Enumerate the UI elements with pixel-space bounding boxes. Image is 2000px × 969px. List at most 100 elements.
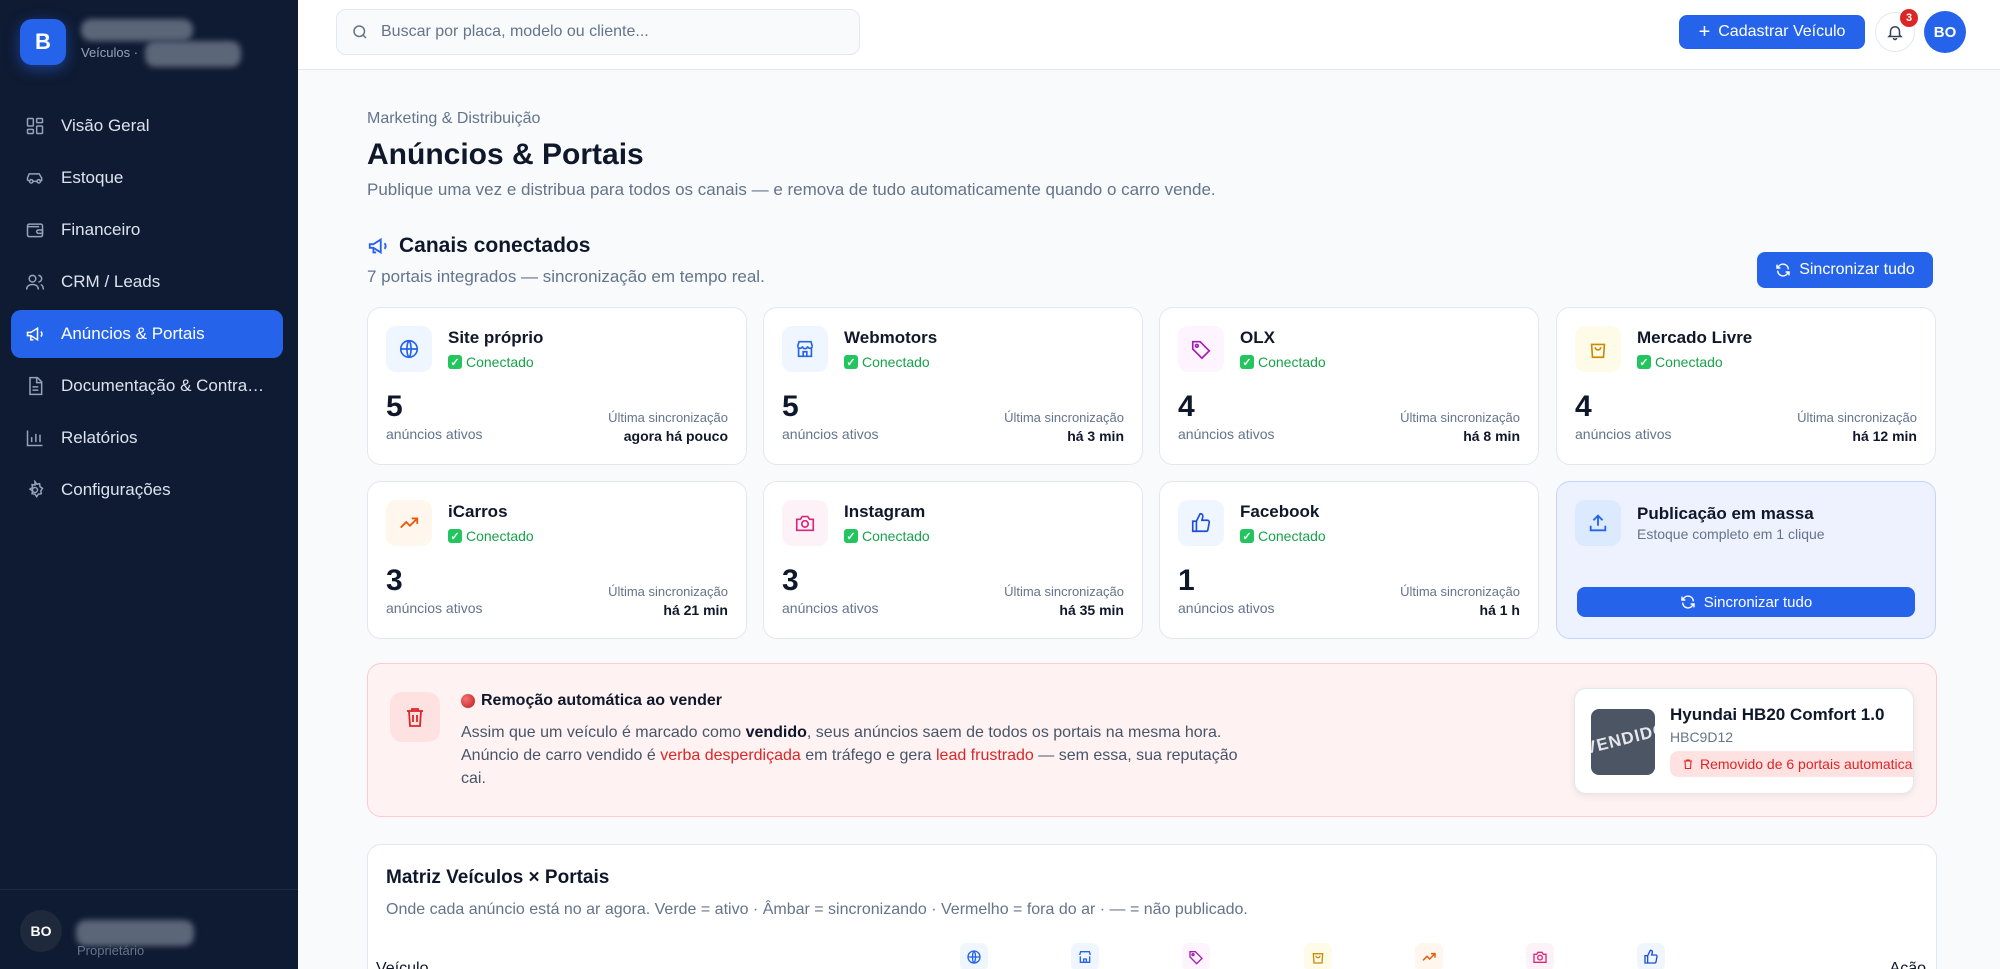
channel-card-icarros[interactable]: iCarros ✓ Conectado 3 anúncios ativos Últ… <box>367 481 747 639</box>
refresh-icon <box>1681 595 1695 609</box>
trash-icon <box>407 708 423 727</box>
brand-logo: B <box>20 19 66 65</box>
sold-vehicle-name: Hyundai HB20 Comfort 1.0 <box>1670 705 1885 724</box>
status-label: Conectado <box>1258 528 1326 544</box>
sidebar-item-financeiro[interactable]: Financeiro <box>11 206 283 254</box>
upload-icon-box <box>1575 500 1621 546</box>
trending-up-icon <box>400 517 419 529</box>
store-icon <box>796 340 814 358</box>
document-icon <box>29 376 43 396</box>
megaphone-icon <box>26 326 43 342</box>
auto-removal-panel: Remoção automática ao vender Assim que u… <box>367 663 1937 817</box>
grid-icon <box>26 117 44 135</box>
sidebar-item-visao-geral[interactable]: Visão Geral <box>11 102 283 150</box>
channel-card-facebook[interactable]: Facebook ✓ Conectado 1 anúncios ativos Úl… <box>1159 481 1539 639</box>
thumbs-up-icon <box>1191 513 1211 533</box>
sidebar-item-relatorios[interactable]: Relatórios <box>11 414 283 462</box>
search-box[interactable] <box>336 9 860 55</box>
channel-card-instagram[interactable]: Instagram ✓ Conectado 3 anúncios ativos Ú… <box>763 481 1143 639</box>
camera-icon <box>1533 951 1547 963</box>
register-vehicle-button[interactable]: + Cadastrar Veículo <box>1679 15 1865 49</box>
sidebar-item-crm-leads[interactable]: CRM / Leads <box>11 258 283 306</box>
active-ads-count: 3 <box>386 564 403 597</box>
sidebar-item-anuncios-portais[interactable]: Anúncios & Portais <box>11 310 283 358</box>
mass-publish-subtitle: Estoque completo em 1 clique <box>1637 526 1825 542</box>
tag-icon <box>1191 340 1211 360</box>
sidebar-item-label: Financeiro <box>61 220 141 239</box>
bar-chart-icon <box>26 430 43 447</box>
column-header-mercado-livre <box>1304 943 1332 969</box>
check-icon: ✓ <box>1637 355 1651 369</box>
status-label: Conectado <box>466 528 534 544</box>
channel-card-site-proprio[interactable]: Site próprio ✓ Conectado 5 anúncios ativo… <box>367 307 747 465</box>
refresh-icon <box>1776 263 1790 277</box>
channel-icon-box <box>1575 326 1621 372</box>
sidebar-user[interactable]: BO Proprietário <box>0 889 298 969</box>
upload-icon <box>1589 514 1607 532</box>
plus-icon: + <box>1698 21 1711 43</box>
text-emphasis: vendido <box>745 724 807 741</box>
channel-card-webmotors[interactable]: Webmotors ✓ Conectado 5 anúncios ativos Ú… <box>763 307 1143 465</box>
channel-icon-box <box>386 500 432 546</box>
active-ads-count: 4 <box>1178 390 1195 423</box>
channel-card-olx[interactable]: OLX ✓ Conectado 4 anúncios ativos Última … <box>1159 307 1539 465</box>
sync-all-button[interactable]: Sincronizar tudo <box>1757 252 1933 288</box>
text-segment: , seus anúncios saem de todos os portais… <box>806 724 1222 741</box>
active-ads-label: anúncios ativos <box>782 600 879 616</box>
user-role: Proprietário <box>77 943 145 958</box>
channel-icon-box <box>1178 500 1224 546</box>
sidebar-item-documentacao[interactable]: Documentação & Contratos <box>11 362 283 410</box>
brand[interactable]: B Veículos · <box>20 19 251 67</box>
brand-subtitle: Veículos · <box>81 45 139 60</box>
text-highlight: lead frustrado <box>935 747 1034 764</box>
channels-subtitle: 7 portais integrados — sincronização em … <box>367 267 765 286</box>
car-icon <box>26 173 43 184</box>
status-badge: ✓ Conectado <box>1240 528 1326 544</box>
last-sync-label: Última sincronização <box>1004 410 1124 425</box>
trash-icon-box <box>390 692 440 742</box>
channel-icon-box <box>782 500 828 546</box>
channel-card-mercado-livre[interactable]: Mercado Livre ✓ Conectado 4 anúncios ativ… <box>1556 307 1936 465</box>
sidebar-item-configuracoes[interactable]: Configurações <box>11 466 283 514</box>
search-input[interactable] <box>381 23 841 41</box>
users-icon <box>25 274 45 290</box>
last-sync-label: Última sincronização <box>1797 410 1917 425</box>
sidebar-nav: Visão Geral Estoque Financeiro CRM / Lea… <box>11 102 283 518</box>
last-sync-value: há 21 min <box>663 602 728 618</box>
account-avatar[interactable]: BO <box>1924 11 1966 53</box>
last-sync-label: Última sincronização <box>608 410 728 425</box>
sold-vehicle-example[interactable]: VENDIDO Hyundai HB20 Comfort 1.0 HBC9D12… <box>1574 688 1914 794</box>
last-sync-value: há 1 h <box>1479 602 1520 618</box>
active-ads-count: 5 <box>386 390 403 423</box>
globe-icon <box>967 950 981 964</box>
active-ads-label: anúncios ativos <box>1178 600 1275 616</box>
notifications-button[interactable]: 3 <box>1875 9 1918 52</box>
notification-badge: 3 <box>1900 9 1918 27</box>
status-badge: ✓ Conectado <box>844 354 930 370</box>
column-header-icarros <box>1415 943 1443 969</box>
sidebar-item-label: Documentação & Contratos <box>61 376 266 395</box>
sidebar: B Veículos · Visão Geral Estoque Finance… <box>0 0 298 969</box>
gear-icon <box>28 480 44 499</box>
trash-icon <box>1684 759 1692 770</box>
status-badge: ✓ Conectado <box>1240 354 1326 370</box>
column-header-webmotors <box>1071 943 1099 969</box>
last-sync-value: agora há pouco <box>623 428 728 444</box>
status-label: Conectado <box>862 528 930 544</box>
check-icon: ✓ <box>844 355 858 369</box>
channels-heading: Canais conectados <box>367 234 590 258</box>
vehicles-portals-matrix: Matriz Veículos × Portais Onde cada anún… <box>367 844 1937 969</box>
last-sync-label: Última sincronização <box>1004 584 1124 599</box>
sidebar-item-label: Anúncios & Portais <box>61 324 205 343</box>
text-segment: — sem essa, sua reputação cai. <box>461 747 1238 787</box>
sidebar-item-label: Estoque <box>61 168 124 187</box>
check-icon: ✓ <box>1240 355 1254 369</box>
auto-removal-title: Remoção automática ao vender <box>461 692 722 710</box>
mass-sync-button[interactable]: Sincronizar tudo <box>1577 587 1915 617</box>
sync-all-label: Sincronizar tudo <box>1799 261 1915 278</box>
sidebar-item-estoque[interactable]: Estoque <box>11 154 283 202</box>
status-label: Conectado <box>1258 354 1326 370</box>
breadcrumb: Marketing & Distribuição <box>367 110 541 127</box>
column-header-action: Ação <box>1889 960 1926 969</box>
mass-sync-label: Sincronizar tudo <box>1703 593 1813 611</box>
